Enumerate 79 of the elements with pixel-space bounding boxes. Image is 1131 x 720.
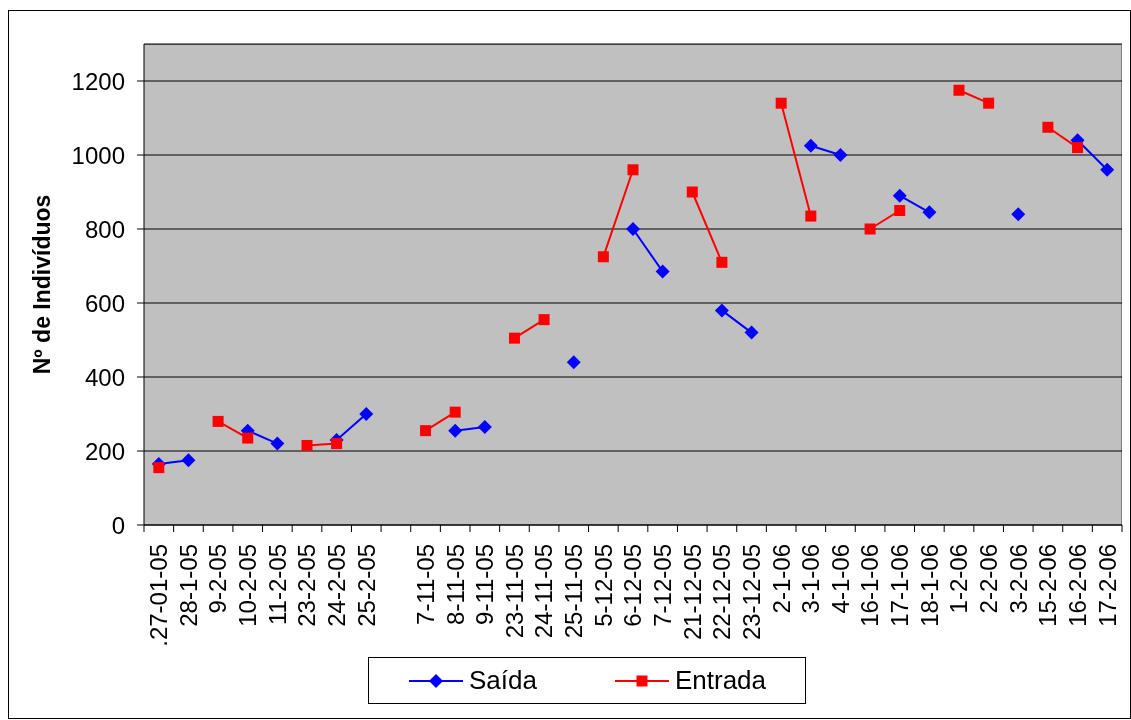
x-tick-label: 2-1-06	[767, 544, 795, 614]
x-tick-label: 23-11-05	[500, 544, 528, 639]
point	[983, 97, 995, 109]
x-tick-label: 6-12-05	[619, 544, 647, 627]
x-tick-label: 9-11-05	[471, 544, 499, 625]
y-axis-title: Nº de Indivíduos	[29, 194, 56, 375]
y-tick-label: 200	[84, 437, 125, 465]
x-tick-label: 17-1-06	[886, 544, 914, 627]
y-tick-label: 1000	[71, 141, 125, 169]
point	[775, 97, 787, 109]
y-tick-label: 0	[111, 511, 125, 539]
point	[448, 423, 463, 438]
x-tick-label: 17-2-06	[1093, 544, 1121, 627]
x-tick-label: 23-12-05	[737, 544, 765, 641]
point	[508, 332, 520, 344]
legend-label: Entrada	[674, 665, 767, 696]
y-tick-label: 1200	[71, 67, 125, 95]
point	[1100, 162, 1115, 177]
point	[477, 419, 492, 434]
y-tick-label: 600	[84, 289, 125, 317]
point	[420, 425, 432, 437]
point	[566, 355, 581, 370]
x-tick-label: 18-1-06	[915, 544, 943, 627]
point	[331, 438, 343, 450]
x-tick-label: 7-11-05	[411, 544, 439, 625]
point	[805, 210, 817, 222]
x-tick-label: 1-2-06	[945, 544, 973, 614]
point	[803, 138, 818, 153]
point	[1072, 142, 1084, 154]
x-tick-label: 16-1-06	[856, 544, 884, 627]
x-tick-label: 11-2-05	[263, 544, 291, 625]
x-tick-label: 3-2-06	[1004, 544, 1032, 614]
x-tick-label: 16-2-06	[1063, 544, 1091, 627]
point	[894, 205, 906, 216]
x-tick-label: 2-2-06	[975, 544, 1003, 614]
point	[655, 264, 670, 279]
point	[597, 251, 609, 263]
point	[1011, 207, 1026, 222]
x-tick-label: 28-1-05	[174, 544, 202, 627]
point	[538, 314, 550, 326]
point	[301, 439, 313, 451]
x-tick-label: 24-11-05	[530, 544, 558, 639]
point	[626, 222, 640, 236]
x-tick-label: .27-01-05	[145, 544, 173, 647]
y-tick-label: 800	[84, 215, 125, 243]
point	[359, 407, 374, 421]
point	[153, 462, 165, 474]
point	[833, 148, 848, 162]
point	[627, 164, 639, 176]
point	[864, 223, 876, 235]
x-tick-label: 5-12-05	[589, 544, 617, 627]
x-tick-label: 22-12-05	[708, 544, 736, 641]
point	[714, 303, 729, 318]
point	[744, 325, 759, 340]
x-tick-label: 7-12-05	[649, 544, 677, 627]
x-tick-label: 4-1-06	[826, 544, 854, 614]
point	[953, 84, 965, 96]
point	[1042, 121, 1054, 133]
x-tick-label: 24-2-05	[323, 544, 351, 627]
x-tick-label: 10-2-05	[234, 544, 262, 627]
point	[449, 406, 461, 418]
x-tick-label: 21-12-05	[678, 544, 706, 641]
point	[212, 415, 224, 427]
x-tick-label: 25-2-05	[352, 544, 380, 627]
x-tick-label: 23-2-05	[293, 544, 321, 627]
x-tick-label: 9-2-05	[204, 544, 232, 614]
point	[892, 188, 907, 203]
x-tick-label: 25-11-05	[560, 544, 588, 639]
point	[716, 256, 728, 268]
x-tick-label: 8-11-05	[441, 544, 469, 625]
point	[242, 432, 254, 444]
x-tick-label: 3-1-06	[797, 544, 825, 614]
point	[686, 186, 698, 198]
point	[270, 436, 285, 451]
y-tick-label: 400	[84, 363, 125, 391]
point	[181, 453, 196, 468]
x-tick-label: 15-2-06	[1034, 544, 1062, 627]
legend-label: Saída	[469, 665, 537, 696]
point	[922, 205, 937, 220]
